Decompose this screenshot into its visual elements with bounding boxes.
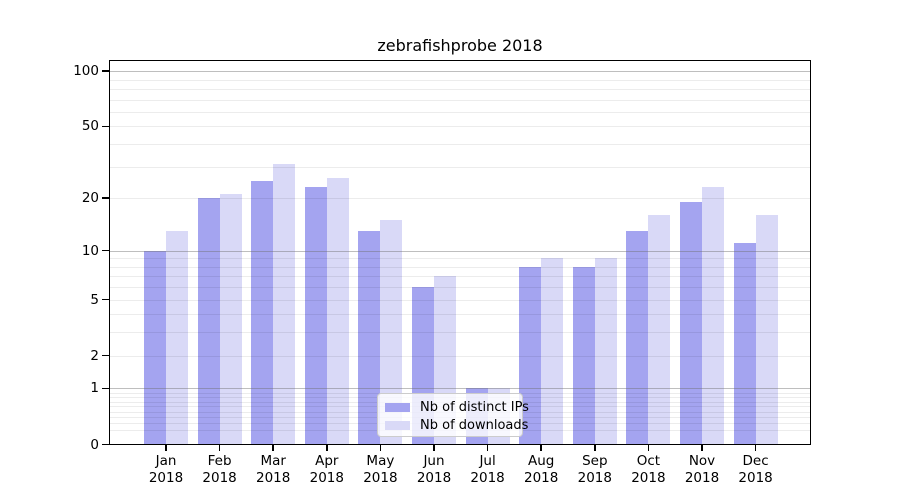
gridline	[109, 314, 811, 316]
gridline	[109, 299, 811, 301]
grid-layer	[109, 60, 811, 445]
bar-ips-mar	[251, 180, 274, 445]
y-axis-tick	[102, 298, 109, 301]
gridline	[109, 258, 811, 260]
bar-downloads-dec	[755, 215, 778, 445]
y-tick-label: 100	[73, 63, 99, 80]
x-tick-label: Jun 2018	[416, 452, 452, 486]
x-tick-label: Aug 2018	[524, 452, 559, 486]
bar-ips-aug	[519, 266, 542, 445]
gridline	[109, 144, 811, 146]
legend-item-downloads: Nb of downloads	[385, 417, 528, 435]
x-axis-tick	[218, 444, 221, 451]
y-tick-label: 20	[81, 190, 99, 207]
gridline	[109, 388, 811, 390]
bar-downloads-jan	[166, 231, 188, 445]
bar-downloads-may	[380, 220, 403, 445]
x-tick-label: Nov 2018	[684, 452, 720, 486]
x-tick-label: Jan 2018	[148, 452, 184, 486]
gridline	[109, 332, 811, 334]
y-axis-tick	[102, 125, 109, 128]
bar-ips-jan	[144, 250, 166, 445]
bar-downloads-mar	[273, 164, 296, 445]
x-axis-tick	[326, 444, 328, 451]
x-tick-label: Mar 2018	[256, 452, 291, 486]
y-tick-label: 2	[90, 347, 99, 364]
legend-swatch-distinct-ips-icon	[385, 402, 410, 413]
legend-item-distinct-ips: Nb of distinct IPs	[385, 399, 529, 417]
x-axis-tick	[272, 444, 274, 451]
gridline	[109, 250, 811, 252]
x-tick-label: Feb 2018	[202, 452, 237, 486]
x-axis-tick	[379, 444, 382, 451]
x-axis-tick	[701, 444, 703, 451]
bar-ips-apr	[304, 187, 327, 445]
gridline	[109, 111, 811, 113]
gridline	[109, 126, 811, 128]
gridline	[109, 71, 811, 73]
x-tick-label: Sep 2018	[577, 452, 612, 486]
x-axis-tick	[647, 444, 650, 451]
x-axis-tick	[486, 444, 489, 451]
x-axis-tick	[433, 444, 435, 451]
y-axis-tick	[102, 354, 109, 357]
x-axis-tick	[165, 444, 167, 451]
x-tick-label: Dec 2018	[738, 452, 773, 486]
bar-downloads-oct	[648, 215, 671, 445]
gridline	[109, 88, 811, 90]
y-tick-label: 0	[90, 436, 99, 453]
bar-ips-oct	[626, 231, 649, 445]
gridline	[109, 166, 811, 168]
bar-downloads-feb	[219, 194, 242, 445]
bar-ips-feb	[197, 198, 220, 445]
y-tick-label: 10	[81, 242, 99, 259]
legend: Nb of distinct IPs Nb of downloads	[377, 392, 529, 437]
legend-label-distinct-ips: Nb of distinct IPs	[420, 399, 529, 415]
gridline	[109, 276, 811, 278]
y-axis-tick	[102, 387, 109, 390]
legend-label-downloads: Nb of downloads	[420, 417, 529, 433]
bar-downloads-apr	[326, 177, 349, 445]
y-axis-tick	[102, 70, 109, 72]
y-tick-label: 1	[90, 380, 99, 397]
bar-downloads-nov	[702, 187, 724, 445]
gridline	[109, 198, 811, 200]
y-axis-tick	[102, 249, 109, 252]
bar-ips-dec	[733, 243, 756, 445]
bar-ips-sep	[572, 266, 595, 445]
bar-downloads-sep	[594, 258, 617, 445]
chart-title: zebrafishprobe 2018	[377, 36, 543, 55]
y-axis-tick	[102, 197, 109, 199]
legend-swatch-downloads-icon	[385, 420, 410, 431]
x-axis-tick	[754, 444, 757, 451]
gridline	[109, 287, 811, 289]
gridline	[109, 266, 811, 268]
gridline	[109, 355, 811, 357]
gridline	[109, 99, 811, 101]
x-tick-label: May 2018	[363, 452, 398, 486]
bar-downloads-aug	[541, 258, 564, 445]
plot-area: Nb of distinct IPs Nb of downloads	[109, 59, 811, 445]
bar-ips-nov	[680, 202, 702, 445]
x-tick-label: Jul 2018	[470, 452, 505, 486]
x-axis-tick	[540, 444, 542, 451]
x-tick-label: Oct 2018	[631, 452, 666, 486]
gridline	[109, 79, 811, 81]
y-tick-label: 50	[81, 118, 99, 135]
bars-layer	[109, 60, 811, 445]
y-axis-tick	[102, 443, 109, 446]
x-tick-label: Apr 2018	[309, 452, 344, 486]
bar-ips-may	[358, 231, 381, 445]
y-tick-label: 5	[90, 291, 99, 308]
x-axis-tick	[594, 444, 596, 451]
